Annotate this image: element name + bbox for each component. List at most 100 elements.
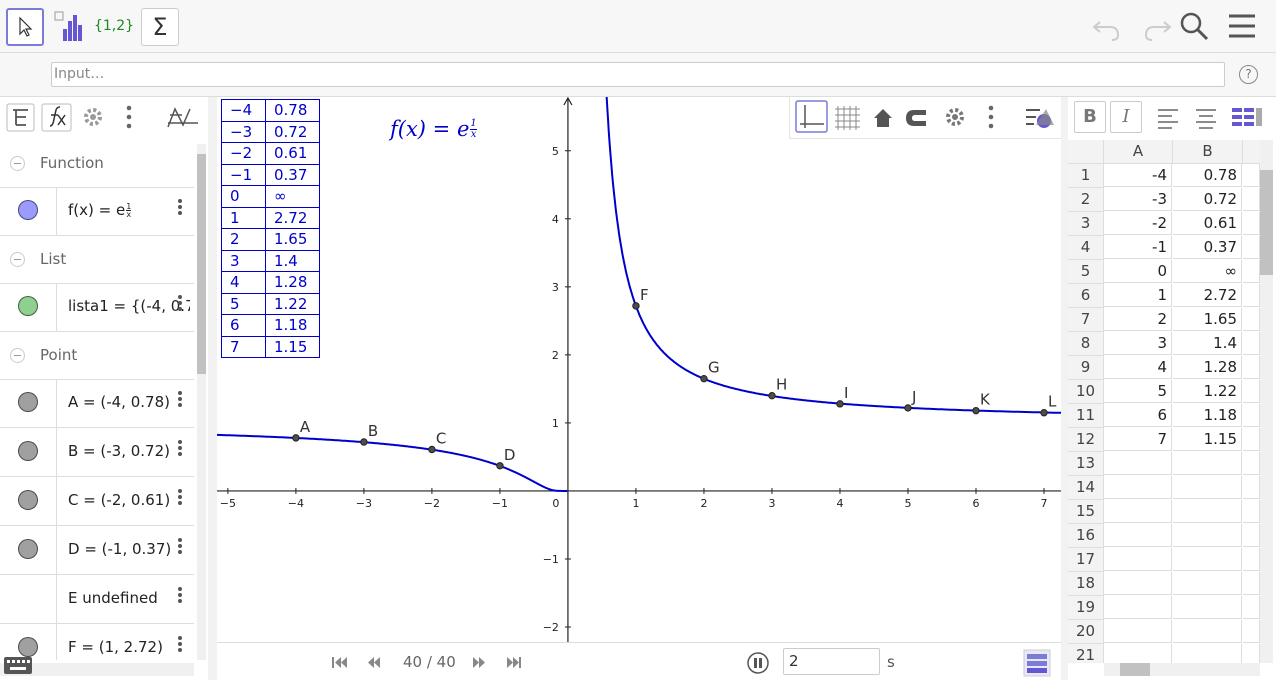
vertical-scrollbar[interactable] [1260,140,1273,663]
italic-button[interactable]: I [1110,101,1142,133]
row-header[interactable]: 17 [1068,548,1104,572]
spreadsheet-cell[interactable]: 4 [1104,356,1172,379]
last-button[interactable] [519,657,521,668]
graph-tool[interactable] [52,8,88,44]
row-header[interactable]: 11 [1068,404,1104,428]
algebra-item[interactable]: E undefined [0,575,194,624]
spreadsheet-cell[interactable] [1104,620,1172,643]
spreadsheet-cell[interactable] [1243,332,1260,355]
spreadsheet-cell[interactable]: 0.72 [1173,188,1242,211]
spreadsheet-cell[interactable] [1104,572,1172,595]
spreadsheet-cell[interactable]: 1.18 [1173,404,1242,427]
row-header[interactable]: 9 [1068,356,1104,380]
undo-icon[interactable] [1092,21,1120,41]
spreadsheet-cell[interactable]: 2.72 [1173,284,1242,307]
spreadsheet-cell[interactable] [1173,452,1242,475]
axes-toggle[interactable] [795,100,828,133]
row-header[interactable]: 16 [1068,524,1104,548]
align-left[interactable] [1158,109,1178,129]
item-menu[interactable] [178,538,182,542]
row-header[interactable]: 21 [1068,644,1104,663]
redo-icon[interactable] [1144,21,1172,41]
grid-toggle[interactable] [835,106,860,130]
spreadsheet-cell[interactable] [1243,236,1260,259]
align-center[interactable] [1196,109,1216,129]
visibility-marble[interactable] [18,200,38,220]
spreadsheet-cell[interactable] [1173,572,1242,595]
spreadsheet-cell[interactable]: 1.4 [1173,332,1242,355]
point[interactable] [360,438,368,446]
point[interactable] [292,434,300,442]
algebra-item[interactable]: F = (1, 2.72) [0,624,194,660]
spreadsheet-cell[interactable]: 6 [1104,404,1172,427]
spreadsheet-cell[interactable] [1243,596,1260,619]
speed-input[interactable]: 2 [783,648,880,675]
point[interactable] [632,302,640,310]
collapse-button[interactable] [10,252,25,267]
spreadsheet-cell[interactable]: 0 [1104,260,1172,283]
spreadsheet-cell[interactable] [1173,476,1242,499]
point[interactable] [496,462,504,470]
spreadsheet-cell[interactable] [1243,212,1260,235]
spreadsheet-cell[interactable]: 1 [1104,284,1172,307]
spreadsheet-cell[interactable] [1243,452,1260,475]
point[interactable] [836,400,844,408]
visibility-marble[interactable] [18,637,38,657]
spreadsheet-cell[interactable]: -1 [1104,236,1172,259]
row-header[interactable]: 13 [1068,452,1104,476]
spreadsheet-cell[interactable]: 0.61 [1173,212,1242,235]
point[interactable] [972,406,980,415]
spreadsheet-cell[interactable] [1104,596,1172,619]
panel-divider[interactable] [208,97,217,680]
spreadsheet-cell[interactable] [1104,524,1172,547]
spreadsheet-cell[interactable]: 2 [1104,308,1172,331]
spreadsheet-cell[interactable]: 3 [1104,332,1172,355]
spreadsheet-cell[interactable] [1104,452,1172,475]
next-button[interactable] [473,657,485,668]
spreadsheet-cell[interactable] [1104,500,1172,523]
previous-button[interactable] [368,657,380,668]
row-header[interactable]: 3 [1068,212,1104,236]
column-header[interactable]: B [1173,140,1243,164]
spreadsheet-cell[interactable]: -2 [1104,212,1172,235]
spreadsheet-cell[interactable] [1243,428,1260,451]
settings-icon[interactable] [946,108,964,126]
spreadsheet-cell[interactable] [1243,308,1260,331]
snap-button[interactable] [906,110,926,126]
visibility-marble[interactable] [18,441,38,461]
spreadsheet-cell[interactable] [1243,620,1260,643]
spreadsheet-cell[interactable]: 1.65 [1173,308,1242,331]
row-header[interactable]: 15 [1068,500,1104,524]
spreadsheet-cell[interactable] [1243,404,1260,427]
spreadsheet-cell[interactable]: 1.28 [1173,356,1242,379]
input-field[interactable]: Input… [51,62,1225,87]
row-header[interactable]: 14 [1068,476,1104,500]
row-header[interactable]: 19 [1068,596,1104,620]
home-button[interactable] [874,109,892,127]
row-header[interactable]: 10 [1068,380,1104,404]
item-menu[interactable] [178,391,182,395]
first-button[interactable] [332,657,334,668]
spreadsheet-cell[interactable]: -3 [1104,188,1172,211]
spreadsheet-cell[interactable] [1243,164,1260,187]
column-header[interactable]: A [1104,140,1173,164]
horizontal-scrollbar[interactable] [1104,663,1260,676]
algebra-item[interactable]: B = (-3, 0.72) [0,428,194,477]
spreadsheet-cell[interactable] [1173,644,1242,663]
spreadsheet-cell[interactable]: ∞ [1173,260,1242,283]
algebra-item[interactable]: C = (-2, 0.61) [0,477,194,526]
spreadsheet-cell[interactable] [1173,524,1242,547]
visibility-marble[interactable] [18,490,38,510]
bold-button[interactable]: B [1074,101,1106,133]
spreadsheet-cell[interactable] [1243,548,1260,571]
spreadsheet-cell[interactable] [1104,476,1172,499]
item-menu[interactable] [178,295,182,299]
more-icon[interactable] [988,105,994,129]
spreadsheet-cell[interactable] [1243,380,1260,403]
row-header[interactable]: 18 [1068,572,1104,596]
spreadsheet-cell[interactable] [1243,188,1260,211]
item-menu[interactable] [178,636,182,640]
algebra-item[interactable]: D = (-1, 0.37) [0,526,194,575]
settings-icon[interactable] [84,108,102,126]
